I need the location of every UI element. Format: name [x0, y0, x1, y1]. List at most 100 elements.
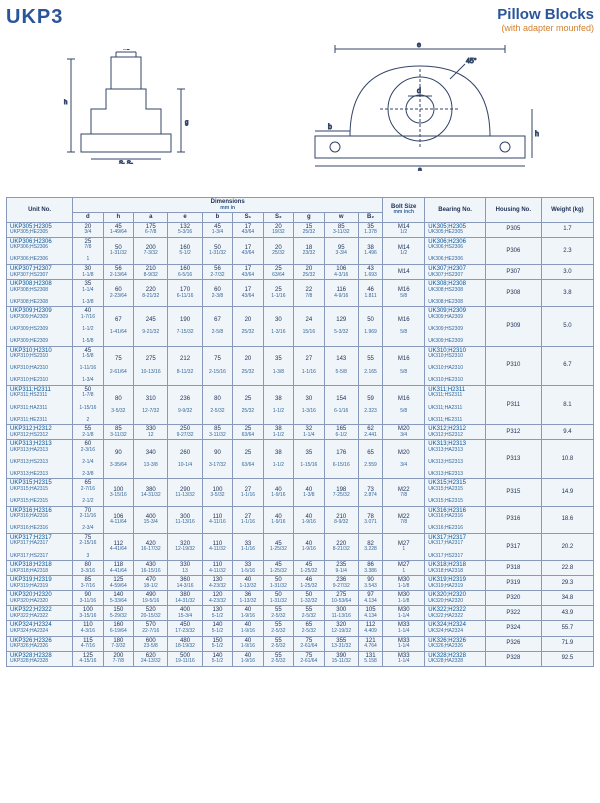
th-housing: Housing No. — [485, 198, 541, 223]
cell: UKP322;H2322UKP322;HA2322 — [7, 606, 73, 621]
cell: 1003-15/16 — [103, 479, 133, 506]
cell: 6.7 — [541, 346, 593, 385]
cell: UKP308;H2308UKP308;HS2308UKP308;HE2308 — [7, 280, 73, 307]
cell: 501-7/81-15/162 — [73, 385, 103, 424]
cell: UK320;H2320UK320;HA2320 — [425, 591, 486, 606]
cell: UK310;H2310UK310;HS2310UK310;HA2310UK310… — [425, 346, 486, 385]
cell: 451-3/4 — [202, 222, 232, 237]
cell: 401-9/16 — [233, 606, 263, 621]
cell: 903-11/16 — [73, 591, 103, 606]
cell: 461.811 — [358, 280, 382, 307]
cell: 451-49/64 — [103, 222, 133, 237]
cell: P328 — [485, 651, 541, 666]
cell: 301-1/8 — [73, 264, 103, 279]
svg-text:b: b — [328, 124, 332, 131]
cell: M331-1/4 — [383, 636, 425, 651]
cell: UKP312;H2312UKP312;HS2312 — [7, 425, 73, 440]
th-d: d — [73, 213, 103, 223]
cell: 562-7/32 — [202, 264, 232, 279]
cell: 18.6 — [541, 506, 593, 533]
cell: 803-3/16 — [73, 561, 103, 576]
svg-text:d: d — [417, 88, 421, 95]
cell: 401-3/8 — [294, 479, 324, 506]
cell: 501-31/32 — [103, 237, 133, 264]
cell: 501-32/32 — [294, 591, 324, 606]
cell: 40015-3/4 — [134, 506, 168, 533]
cell: UK326;H2326UK326;HA2326 — [425, 636, 486, 651]
cell: 62024-13/32 — [134, 651, 168, 666]
cell: 1606-5/16 — [168, 264, 202, 279]
cell: 1405-33/64 — [103, 591, 133, 606]
cell: 401-9/16 — [294, 506, 324, 533]
cell: 31012-7/32 — [134, 385, 168, 424]
cell: 401-13/32 — [233, 576, 263, 591]
th-dim: Dimensions mm in — [73, 198, 383, 213]
cell: M331-1/4 — [383, 651, 425, 666]
cell: UK311;H2311UK311;HS2311UK311;HA2311UK311… — [425, 385, 486, 424]
cell: 752-61/64 — [294, 636, 324, 651]
cell: 592.323 — [358, 385, 382, 424]
cell: 30011-13/16 — [324, 606, 358, 621]
cell: 2025/32 — [294, 264, 324, 279]
th-b: b — [202, 213, 232, 223]
cell: 451-25/32 — [263, 533, 293, 560]
cell: 2019/32 — [263, 222, 293, 237]
cell: 671-41/64 — [103, 307, 133, 346]
cell: 401-9/16 — [233, 636, 263, 651]
cell: 271-1/16 — [294, 346, 324, 385]
cell: 451-5/81-11/161-3/4 — [73, 346, 103, 385]
cell: UK309;H2309UK309;HA2309UK309;HS2309UK309… — [425, 307, 486, 346]
th-h: h — [103, 213, 133, 223]
cell: 33013 — [168, 561, 202, 576]
cell: 853-11/32 — [202, 425, 232, 440]
cell: 8.1 — [541, 385, 593, 424]
cell: UKP315;H2315UKP315;HA2315UKP315;HE2315 — [7, 479, 73, 506]
cell: UKP326;H2326UKP326;HA2326 — [7, 636, 73, 651]
cell: 1405-1/2 — [202, 621, 232, 636]
cell: 2369-27/32 — [324, 576, 358, 591]
cell: 38014-31/32 — [168, 591, 202, 606]
cell: 2025/32 — [263, 237, 293, 264]
cell: UKP311;H2311UKP311;HS2311UKP311;HA2311UK… — [7, 385, 73, 424]
cell: UK317;H2317UK317;HA2317UK317;HS2317 — [425, 533, 486, 560]
cell: 9.4 — [541, 425, 593, 440]
cell: 732.874 — [358, 479, 382, 506]
cell: 431.693 — [358, 264, 382, 279]
svg-text:h: h — [64, 100, 67, 106]
cell: 1505-29/32 — [103, 606, 133, 621]
cell: 652.559 — [358, 440, 382, 479]
cell: 48018-19/32 — [168, 636, 202, 651]
cell: 1743/64 — [233, 264, 263, 279]
cell: M301-1/8 — [383, 576, 425, 591]
cell: UKP306;H2306UKP306;HS2306UKP306;HE2306 — [7, 237, 73, 264]
cell: 2128-11/32 — [168, 346, 202, 385]
cell: 2563/64 — [233, 425, 263, 440]
cell: 92.5 — [541, 651, 593, 666]
cell: M301-1/4 — [383, 606, 425, 621]
cell: UKP310;H2310UKP310;HS2310UKP310;HA2310UK… — [7, 346, 73, 385]
cell: 351-3/8 — [263, 346, 293, 385]
cell: 552-5/32 — [263, 651, 293, 666]
cell: 602-3/8 — [202, 280, 232, 307]
cell: 47018-1/2 — [134, 576, 168, 591]
cell: UK322;H2322UK322;HA2322 — [425, 606, 486, 621]
cell: 1606-19/64 — [103, 621, 133, 636]
cell: 1907-15/32 — [168, 307, 202, 346]
cell: 35513-31/32 — [324, 636, 358, 651]
svg-text:a: a — [418, 167, 422, 171]
cell: P313 — [485, 440, 541, 479]
cell: 401-7/161-1/21-5/8 — [73, 307, 103, 346]
cell: 20.2 — [541, 533, 593, 560]
cell: 2563/64 — [233, 440, 263, 479]
svg-text:e: e — [417, 42, 421, 49]
cell: 1305-1/2 — [202, 606, 232, 621]
cell: 552-1/8 — [73, 425, 103, 440]
cell: UKP316;H2316UKP316;HA2316UKP316;HE2316 — [7, 506, 73, 533]
cell: 1656-1/2 — [324, 425, 358, 440]
cell: 752-15/16 — [202, 346, 232, 385]
cell: 1295-3/32 — [324, 307, 358, 346]
cell: 863.386 — [358, 561, 382, 576]
cell: M301-1/8 — [383, 591, 425, 606]
spec-table: Unit No. Dimensions mm in Bolt Sizemm in… — [6, 197, 594, 667]
cell: 55.7 — [541, 621, 593, 636]
